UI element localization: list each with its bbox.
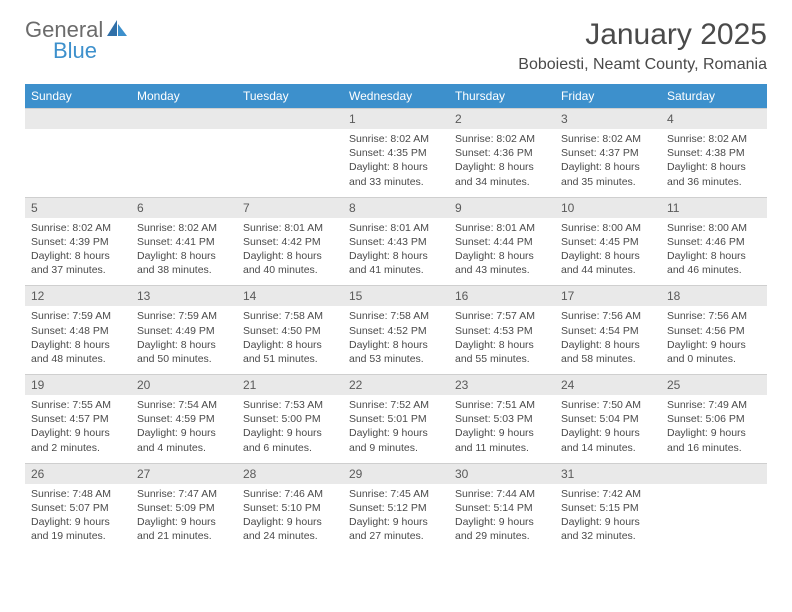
day-details [131,129,237,197]
weekday-header: Thursday [449,84,555,109]
day-number: 1 [343,109,449,130]
week-daynum-row: 567891011 [25,197,767,218]
day-number [131,109,237,130]
day-details: Sunrise: 7:56 AM Sunset: 4:54 PM Dayligh… [555,306,661,374]
day-number: 28 [237,463,343,484]
day-details: Sunrise: 7:46 AM Sunset: 5:10 PM Dayligh… [237,484,343,552]
day-number [25,109,131,130]
day-number: 4 [661,109,767,130]
weekday-header: Wednesday [343,84,449,109]
week-daynum-row: 19202122232425 [25,375,767,396]
weekday-header: Sunday [25,84,131,109]
week-daynum-row: 262728293031 [25,463,767,484]
day-number: 2 [449,109,555,130]
day-details: Sunrise: 7:48 AM Sunset: 5:07 PM Dayligh… [25,484,131,552]
brand-logo: GeneralBlue [25,18,128,62]
week-content-row: Sunrise: 7:55 AM Sunset: 4:57 PM Dayligh… [25,395,767,463]
day-number: 15 [343,286,449,307]
day-number: 31 [555,463,661,484]
week-content-row: Sunrise: 8:02 AM Sunset: 4:39 PM Dayligh… [25,218,767,286]
day-details: Sunrise: 7:42 AM Sunset: 5:15 PM Dayligh… [555,484,661,552]
day-number: 24 [555,375,661,396]
day-number: 27 [131,463,237,484]
day-details: Sunrise: 8:00 AM Sunset: 4:45 PM Dayligh… [555,218,661,286]
month-title: January 2025 [518,18,767,52]
day-details: Sunrise: 8:01 AM Sunset: 4:43 PM Dayligh… [343,218,449,286]
day-details: Sunrise: 8:00 AM Sunset: 4:46 PM Dayligh… [661,218,767,286]
weekday-header: Monday [131,84,237,109]
day-details: Sunrise: 7:58 AM Sunset: 4:50 PM Dayligh… [237,306,343,374]
day-number: 18 [661,286,767,307]
day-number: 3 [555,109,661,130]
day-details: Sunrise: 7:45 AM Sunset: 5:12 PM Dayligh… [343,484,449,552]
day-number: 22 [343,375,449,396]
week-content-row: Sunrise: 8:02 AM Sunset: 4:35 PM Dayligh… [25,129,767,197]
weekday-header-row: Sunday Monday Tuesday Wednesday Thursday… [25,84,767,109]
calendar-table: Sunday Monday Tuesday Wednesday Thursday… [25,84,767,551]
day-number: 5 [25,197,131,218]
day-details [237,129,343,197]
day-details: Sunrise: 7:44 AM Sunset: 5:14 PM Dayligh… [449,484,555,552]
weekday-header: Friday [555,84,661,109]
day-number [661,463,767,484]
day-details: Sunrise: 7:56 AM Sunset: 4:56 PM Dayligh… [661,306,767,374]
day-number: 26 [25,463,131,484]
header: GeneralBlue January 2025 Boboiesti, Neam… [25,18,767,74]
day-details [25,129,131,197]
day-number: 6 [131,197,237,218]
day-details: Sunrise: 7:52 AM Sunset: 5:01 PM Dayligh… [343,395,449,463]
day-number: 7 [237,197,343,218]
day-number: 13 [131,286,237,307]
day-details: Sunrise: 7:49 AM Sunset: 5:06 PM Dayligh… [661,395,767,463]
day-details: Sunrise: 7:47 AM Sunset: 5:09 PM Dayligh… [131,484,237,552]
week-daynum-row: 12131415161718 [25,286,767,307]
day-details: Sunrise: 7:59 AM Sunset: 4:49 PM Dayligh… [131,306,237,374]
day-number: 25 [661,375,767,396]
day-number [237,109,343,130]
day-details: Sunrise: 7:55 AM Sunset: 4:57 PM Dayligh… [25,395,131,463]
day-number: 10 [555,197,661,218]
day-number: 11 [661,197,767,218]
day-number: 16 [449,286,555,307]
week-daynum-row: 1234 [25,109,767,130]
day-details: Sunrise: 7:51 AM Sunset: 5:03 PM Dayligh… [449,395,555,463]
location-subtitle: Boboiesti, Neamt County, Romania [518,56,767,74]
day-number: 29 [343,463,449,484]
day-details: Sunrise: 8:02 AM Sunset: 4:38 PM Dayligh… [661,129,767,197]
day-details [661,484,767,552]
day-details: Sunrise: 7:54 AM Sunset: 4:59 PM Dayligh… [131,395,237,463]
day-number: 21 [237,375,343,396]
day-details: Sunrise: 7:58 AM Sunset: 4:52 PM Dayligh… [343,306,449,374]
day-number: 17 [555,286,661,307]
title-block: January 2025 Boboiesti, Neamt County, Ro… [518,18,767,74]
day-details: Sunrise: 7:50 AM Sunset: 5:04 PM Dayligh… [555,395,661,463]
day-details: Sunrise: 8:01 AM Sunset: 4:42 PM Dayligh… [237,218,343,286]
day-details: Sunrise: 7:57 AM Sunset: 4:53 PM Dayligh… [449,306,555,374]
day-number: 19 [25,375,131,396]
day-number: 9 [449,197,555,218]
day-number: 23 [449,375,555,396]
day-number: 8 [343,197,449,218]
weekday-header: Tuesday [237,84,343,109]
day-details: Sunrise: 7:59 AM Sunset: 4:48 PM Dayligh… [25,306,131,374]
week-content-row: Sunrise: 7:48 AM Sunset: 5:07 PM Dayligh… [25,484,767,552]
day-details: Sunrise: 8:02 AM Sunset: 4:35 PM Dayligh… [343,129,449,197]
day-details: Sunrise: 8:02 AM Sunset: 4:41 PM Dayligh… [131,218,237,286]
day-details: Sunrise: 8:02 AM Sunset: 4:37 PM Dayligh… [555,129,661,197]
day-details: Sunrise: 8:01 AM Sunset: 4:44 PM Dayligh… [449,218,555,286]
day-details: Sunrise: 8:02 AM Sunset: 4:39 PM Dayligh… [25,218,131,286]
day-details: Sunrise: 8:02 AM Sunset: 4:36 PM Dayligh… [449,129,555,197]
day-number: 20 [131,375,237,396]
day-number: 30 [449,463,555,484]
weekday-header: Saturday [661,84,767,109]
day-number: 14 [237,286,343,307]
day-number: 12 [25,286,131,307]
week-content-row: Sunrise: 7:59 AM Sunset: 4:48 PM Dayligh… [25,306,767,374]
day-details: Sunrise: 7:53 AM Sunset: 5:00 PM Dayligh… [237,395,343,463]
